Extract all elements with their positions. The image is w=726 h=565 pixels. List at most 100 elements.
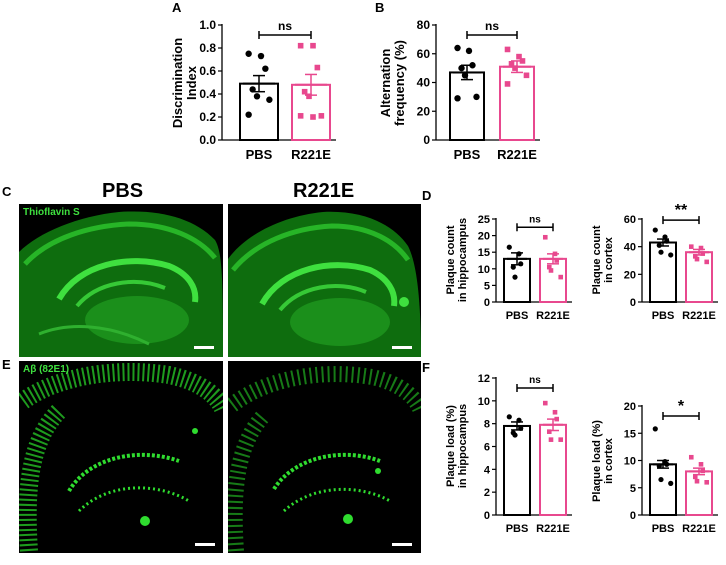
data-point-pbs	[454, 44, 461, 52]
brain-section-c-r221e	[228, 211, 421, 357]
data-point-pbs	[516, 417, 522, 423]
data-point-r221e	[512, 65, 518, 71]
data-point-r221e	[548, 268, 554, 273]
data-point-r221e	[297, 113, 304, 119]
data-point-r221e	[546, 264, 552, 270]
y-axis-label-line: in cortex	[603, 437, 615, 484]
x-tick-label: PBS	[506, 310, 529, 322]
data-point-r221e	[688, 454, 694, 460]
y-tick-label: 0.8	[199, 41, 216, 55]
y-tick-label: 60	[417, 47, 431, 61]
y-tick-label: 80	[417, 18, 431, 32]
data-point-r221e	[552, 251, 558, 257]
data-point-r221e	[554, 258, 560, 263]
data-point-r221e	[700, 251, 706, 256]
panel-label-d: D	[422, 188, 432, 203]
data-point-r221e	[694, 478, 700, 484]
y-axis-label-line: Plaque load (%)	[445, 405, 457, 487]
y-tick-label: 1.0	[199, 18, 216, 32]
data-point-pbs	[664, 461, 670, 467]
y-tick-label: 0	[484, 297, 490, 309]
data-point-pbs	[257, 52, 265, 60]
data-point-r221e	[704, 259, 710, 265]
data-point-r221e	[692, 474, 698, 480]
data-point-r221e	[546, 429, 552, 434]
scale-bar	[195, 543, 215, 546]
y-tick-label: 25	[478, 214, 490, 226]
bar-pbs	[649, 463, 677, 517]
data-point-r221e	[504, 81, 511, 87]
x-tick-label: R221E	[682, 310, 716, 322]
data-point-pbs	[245, 111, 252, 118]
micrograph-e-pbs: Aβ (82E1)	[19, 361, 223, 553]
chart-d-right: 0 20 40 60 Plaque countin cortex PBS R221E **	[591, 202, 718, 322]
data-point-r221e	[504, 46, 511, 53]
data-point-pbs	[662, 234, 668, 240]
data-point-pbs	[262, 65, 269, 72]
data-point-pbs	[518, 261, 524, 267]
y-tick-label: 20	[624, 269, 636, 281]
y-tick-label: 40	[624, 242, 636, 254]
data-point-pbs	[668, 480, 674, 486]
x-tick-label: PBS	[652, 310, 675, 322]
y-tick-label: 15	[478, 247, 490, 259]
data-point-pbs	[518, 425, 524, 431]
y-tick-label: 40	[417, 76, 431, 90]
panel-label-b: B	[375, 0, 385, 15]
chart-a: 0.00.20.40.60.81.0DiscriminationIndexPBS…	[170, 18, 336, 162]
data-point-pbs	[245, 50, 252, 57]
data-point-r221e	[694, 256, 700, 262]
significance-label: ns	[529, 214, 541, 225]
data-point-r221e	[523, 72, 530, 79]
data-point-pbs	[516, 251, 522, 257]
data-point-r221e	[297, 42, 304, 49]
x-tick-label: PBS	[652, 523, 675, 535]
data-point-r221e	[558, 437, 564, 442]
brain-section-e-r221e	[228, 366, 421, 552]
bar-pbs	[503, 424, 531, 517]
panel-label-e: E	[2, 357, 11, 372]
stain-label-thioflavin: Thioflavin S	[23, 207, 80, 218]
significance-label: ns	[485, 19, 499, 33]
y-tick-label: 0	[630, 297, 636, 309]
significance-label: ns	[278, 19, 292, 33]
data-point-pbs	[510, 264, 516, 270]
x-tick-label: R221E	[536, 310, 570, 322]
significance-label: *	[678, 398, 685, 415]
data-point-pbs	[506, 414, 512, 420]
data-point-r221e	[542, 234, 548, 240]
y-tick-label: 5	[484, 280, 490, 292]
y-tick-label: 0.2	[199, 110, 216, 124]
data-point-pbs	[465, 47, 473, 55]
y-axis-label: Plaque countin cortex	[591, 225, 615, 294]
brain-section-c-pbs	[19, 211, 223, 357]
y-tick-label: 0	[484, 510, 490, 522]
y-tick-label: 60	[624, 214, 636, 226]
panel-label-f: F	[422, 360, 430, 375]
x-tick-label: R221E	[536, 523, 570, 535]
data-point-r221e	[318, 113, 325, 119]
data-point-pbs	[473, 93, 480, 101]
y-axis-label: Plaque load (%)in hippocampus	[445, 404, 469, 488]
y-axis-label-line: Plaque count	[591, 225, 603, 294]
data-point-r221e	[688, 244, 694, 249]
data-point-pbs	[652, 426, 658, 432]
y-tick-label: 0.6	[199, 64, 216, 78]
y-tick-label: 10	[478, 264, 490, 276]
x-tick-label: PBS	[454, 147, 481, 162]
data-point-r221e	[554, 416, 560, 422]
micrograph-c-r221e	[228, 204, 421, 357]
y-axis-label-line: Plaque load (%)	[591, 420, 603, 502]
y-tick-label: 12	[478, 373, 490, 385]
data-point-pbs	[512, 432, 518, 438]
data-point-pbs	[664, 238, 670, 244]
y-axis-label: DiscriminationIndex	[170, 38, 199, 128]
data-point-r221e	[704, 480, 710, 485]
data-point-pbs	[658, 476, 664, 483]
data-point-pbs	[658, 249, 664, 255]
data-point-r221e	[306, 93, 312, 100]
x-tick-label: R221E	[291, 147, 331, 162]
y-tick-label: 0.0	[199, 133, 216, 147]
scale-bar	[194, 346, 214, 349]
